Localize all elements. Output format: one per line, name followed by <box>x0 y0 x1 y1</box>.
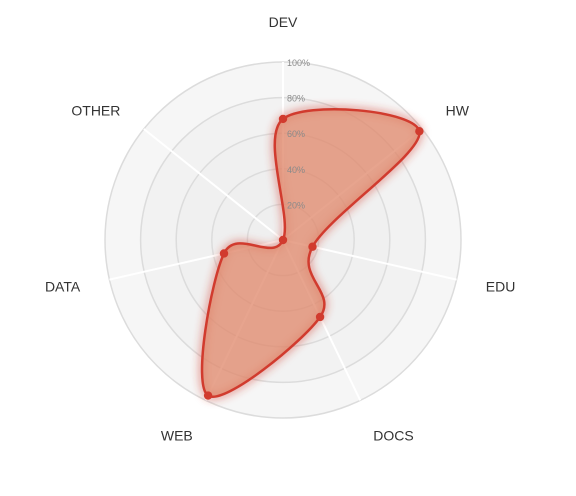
data-point-dev[interactable] <box>278 114 288 124</box>
axis-label-data: DATA <box>45 278 81 294</box>
tick-label-3: 60% <box>287 129 305 139</box>
axis-label-web: WEB <box>161 427 193 443</box>
axis-label-dev: DEV <box>269 14 298 30</box>
data-point-data[interactable] <box>219 249 229 258</box>
series-layer <box>198 105 424 401</box>
tick-label-2: 40% <box>287 165 305 175</box>
data-point-hw[interactable] <box>415 127 424 136</box>
tick-label-5: 100% <box>287 58 310 68</box>
spoke-other <box>143 128 284 241</box>
data-point-web[interactable] <box>203 391 213 400</box>
axis-label-edu: EDU <box>486 278 516 294</box>
data-point-other[interactable] <box>278 235 288 245</box>
axis-label-docs: DOCS <box>373 427 413 443</box>
axis-label-other: OTHER <box>71 102 120 118</box>
series-area-0 <box>200 108 421 398</box>
tick-layer: 20% 40% 60% 80% 100% <box>287 58 310 210</box>
axis-label-hw: HW <box>446 102 470 118</box>
tick-label-4: 80% <box>287 94 305 104</box>
axis-label-layer: DEV HW EDU DOCS WEB DATA OTHER <box>45 14 515 443</box>
data-point-edu[interactable] <box>308 242 317 251</box>
tick-label-1: 20% <box>287 200 305 210</box>
data-point-docs[interactable] <box>315 312 325 322</box>
